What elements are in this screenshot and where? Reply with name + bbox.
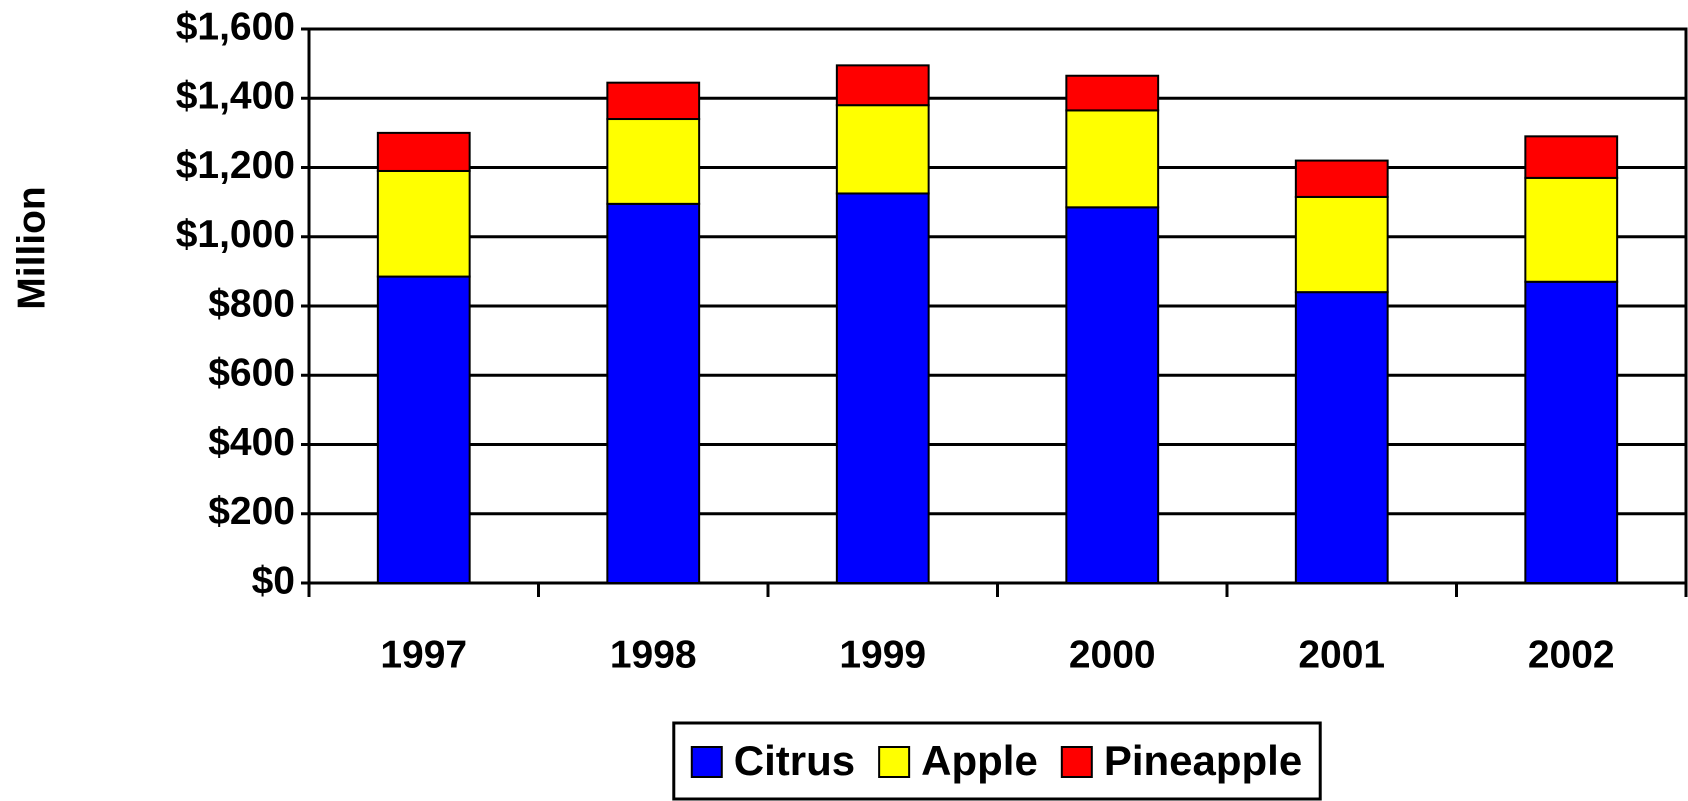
bar-segment <box>606 202 701 584</box>
legend-box <box>672 721 1322 801</box>
y-tick-label: $1,600 <box>176 5 295 48</box>
bar-segment <box>376 131 471 172</box>
bar-segment <box>835 64 930 107</box>
bar-segment <box>1524 135 1619 179</box>
bar-segment <box>1294 159 1389 198</box>
legend-label: Apple <box>921 737 1038 784</box>
legend-swatch <box>690 746 723 778</box>
legend: Citrus Apple Pineapple <box>672 721 1322 801</box>
y-tick-label: $1,200 <box>176 144 295 187</box>
x-tick-label: 1999 <box>839 633 926 676</box>
x-tick-label: 2001 <box>1298 633 1385 676</box>
y-tick-label: $0 <box>252 559 295 602</box>
bar-segment <box>1294 291 1389 584</box>
bar-segment <box>1065 74 1160 112</box>
bar-segment <box>1065 206 1160 584</box>
y-tick-label: $200 <box>208 490 295 533</box>
y-axis-label: Million <box>10 186 53 309</box>
y-tick-label: $1,400 <box>176 75 295 118</box>
legend-label: Citrus <box>734 737 855 784</box>
x-tick-label: 1997 <box>380 633 467 676</box>
bar-segment <box>1524 280 1619 584</box>
legend-label: Pineapple <box>1104 737 1302 784</box>
bar-segment <box>835 192 930 584</box>
bar-segment <box>1524 176 1619 283</box>
legend-swatch <box>1060 746 1093 778</box>
bar-segment <box>376 169 471 278</box>
y-tick-label: $800 <box>208 282 295 325</box>
bar-segment <box>1294 195 1389 294</box>
bar-segment <box>1065 109 1160 209</box>
bar-segment <box>835 104 930 195</box>
y-tick-label: $400 <box>208 421 295 464</box>
bar-segment <box>606 81 701 121</box>
legend-swatch <box>878 746 911 778</box>
x-tick-label: 2000 <box>1069 633 1156 676</box>
y-tick-label: $1,000 <box>176 213 295 256</box>
x-tick-label: 1998 <box>610 633 697 676</box>
bar-segment <box>376 275 471 584</box>
bar-segment <box>606 118 701 205</box>
x-tick-label: 2002 <box>1528 633 1615 676</box>
y-tick-label: $600 <box>208 352 295 395</box>
